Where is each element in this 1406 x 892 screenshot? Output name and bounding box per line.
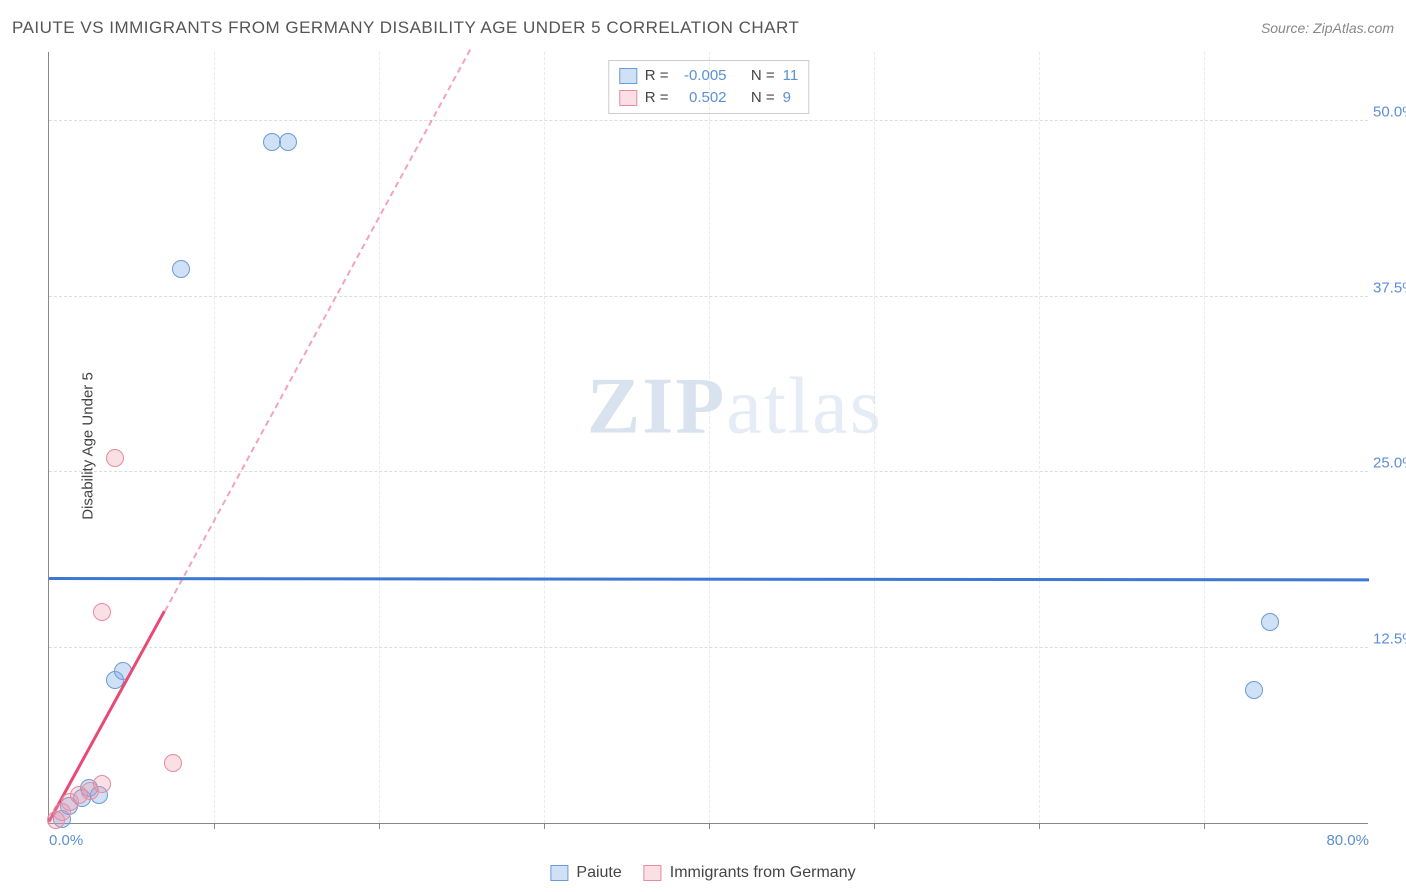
source-attribution: Source: ZipAtlas.com — [1261, 20, 1394, 36]
data-point — [1261, 613, 1279, 631]
n-value-pink: 9 — [783, 87, 791, 109]
watermark-bold: ZIP — [587, 362, 726, 450]
x-tick-label: 0.0% — [49, 832, 83, 849]
gridline-vertical — [1204, 52, 1205, 823]
legend-label: Immigrants from Germany — [670, 864, 856, 882]
chart-header: PAIUTE VS IMMIGRANTS FROM GERMANY DISABI… — [12, 18, 1394, 38]
data-point — [172, 260, 190, 278]
r-value-blue: -0.005 — [677, 65, 727, 87]
swatch-pink-icon — [644, 865, 662, 881]
x-tick-mark — [1039, 823, 1040, 829]
source-name: ZipAtlas.com — [1313, 20, 1394, 36]
trendline — [164, 50, 471, 612]
swatch-blue-icon — [619, 68, 637, 84]
x-tick-mark — [544, 823, 545, 829]
scatter-chart: ZIPatlas R = -0.005 N = 11 R = 0.502 N =… — [48, 52, 1368, 824]
gridline-vertical — [214, 52, 215, 823]
gridline-vertical — [544, 52, 545, 823]
chart-title: PAIUTE VS IMMIGRANTS FROM GERMANY DISABI… — [12, 18, 799, 38]
x-tick-mark — [874, 823, 875, 829]
n-label: N = — [751, 65, 775, 87]
y-tick-label: 25.0% — [1373, 455, 1406, 472]
watermark-rest: atlas — [726, 362, 883, 450]
data-point — [279, 133, 297, 151]
source-prefix: Source: — [1261, 20, 1313, 36]
y-tick-label: 50.0% — [1373, 104, 1406, 121]
r-label: R = — [645, 65, 669, 87]
swatch-blue-icon — [550, 865, 568, 881]
x-tick-mark — [1204, 823, 1205, 829]
r-value-pink: 0.502 — [677, 87, 727, 109]
legend-item-germany: Immigrants from Germany — [644, 864, 856, 882]
gridline-vertical — [709, 52, 710, 823]
n-label: N = — [751, 87, 775, 109]
x-tick-mark — [214, 823, 215, 829]
watermark: ZIPatlas — [587, 361, 883, 452]
data-point — [263, 133, 281, 151]
y-tick-label: 37.5% — [1373, 279, 1406, 296]
gridline-vertical — [874, 52, 875, 823]
x-tick-mark — [709, 823, 710, 829]
r-label: R = — [645, 87, 669, 109]
legend-item-paiute: Paiute — [550, 864, 621, 882]
data-point — [1245, 681, 1263, 699]
y-tick-label: 12.5% — [1373, 630, 1406, 647]
x-tick-mark — [379, 823, 380, 829]
series-legend: Paiute Immigrants from Germany — [550, 864, 855, 882]
gridline-vertical — [379, 52, 380, 823]
x-tick-label: 80.0% — [1326, 832, 1369, 849]
legend-label: Paiute — [576, 864, 621, 882]
data-point — [93, 603, 111, 621]
n-value-blue: 11 — [783, 65, 799, 87]
gridline-vertical — [1039, 52, 1040, 823]
data-point — [93, 775, 111, 793]
data-point — [164, 754, 182, 772]
data-point — [106, 449, 124, 467]
swatch-pink-icon — [619, 90, 637, 106]
